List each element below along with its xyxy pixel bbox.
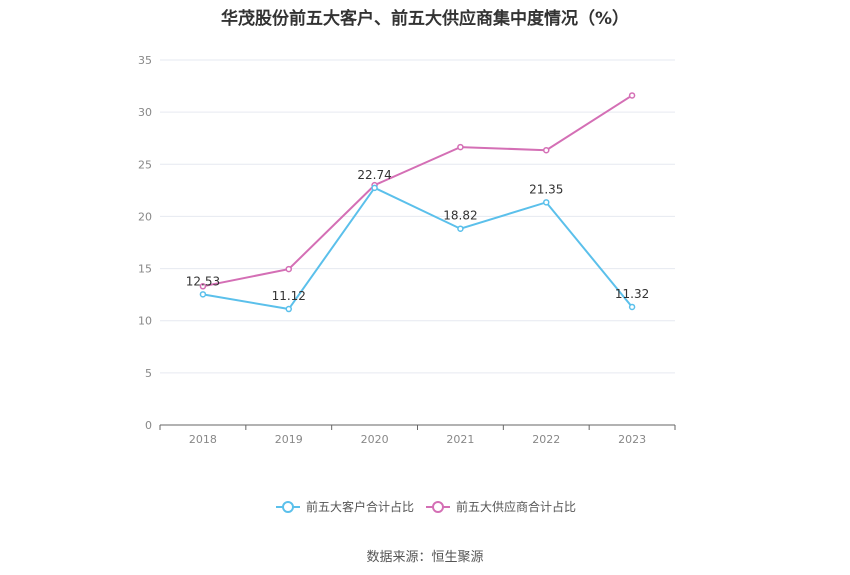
x-tick-label: 2018 (189, 433, 217, 446)
data-point (457, 143, 464, 151)
chart-title: 华茂股份前五大客户、前五大供应商集中度情况（%） (220, 9, 630, 29)
y-tick-label: 5 (145, 367, 152, 380)
data-point (628, 92, 636, 99)
y-tick-label: 20 (138, 210, 152, 223)
x-tick-label: 2020 (361, 433, 389, 446)
legend-marker (432, 501, 444, 513)
source-note: 数据来源：恒生聚源 (366, 550, 484, 565)
y-tick-label: 15 (138, 263, 152, 276)
data-label: 11.32 (615, 287, 649, 301)
x-tick-label: 2019 (275, 433, 303, 446)
data-point (199, 283, 207, 290)
x-tick-label: 2021 (446, 433, 474, 446)
data-label: 22.74 (357, 168, 391, 182)
data-label: 12.53 (186, 274, 220, 288)
data-point (628, 303, 636, 311)
y-tick-label: 30 (138, 106, 152, 119)
data-point (543, 146, 550, 154)
data-point (543, 199, 550, 206)
data-point (285, 305, 292, 313)
y-tick-label: 25 (138, 158, 152, 171)
data-label: 11.12 (272, 289, 306, 303)
x-tick-label: 2022 (532, 433, 560, 446)
series-line-1 (202, 94, 633, 288)
y-tick-label: 0 (145, 419, 152, 432)
data-label: 18.82 (443, 209, 477, 223)
data-label: 21.35 (529, 182, 563, 196)
data-point (371, 184, 378, 192)
data-point (285, 265, 292, 273)
y-tick-label: 35 (138, 54, 152, 67)
legend-marker (282, 501, 294, 513)
series-line-0 (202, 186, 633, 311)
x-tick-label: 2023 (618, 433, 646, 446)
data-point (457, 225, 464, 232)
y-tick-label: 10 (138, 315, 152, 328)
legend-label: 前五大供应商合计占比 (456, 499, 576, 514)
data-point (199, 291, 207, 298)
legend-label: 前五大客户合计占比 (306, 499, 414, 514)
